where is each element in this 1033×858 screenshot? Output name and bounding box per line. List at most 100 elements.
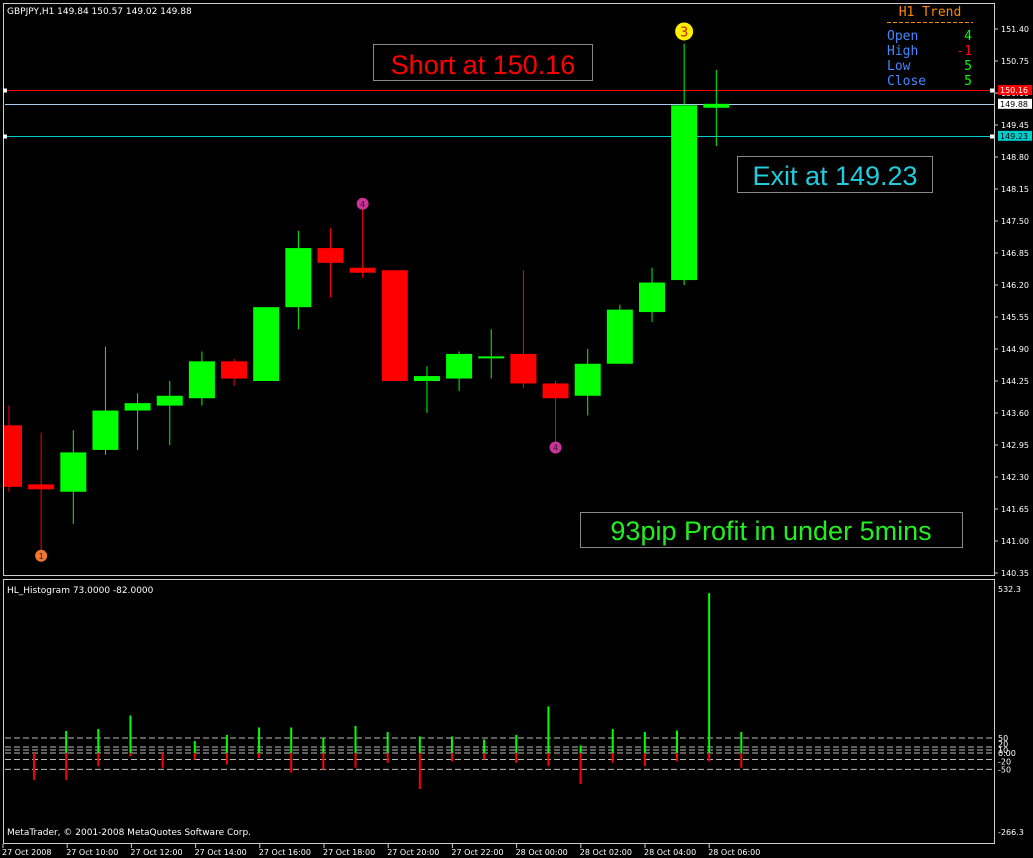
price-tick-label: 141.65 xyxy=(1001,505,1029,514)
price-tick-label: 141.00 xyxy=(1001,537,1029,546)
price-tick-label: 148.80 xyxy=(1001,153,1029,162)
short-price-tag xyxy=(998,85,1032,96)
short-level-handle-right[interactable] xyxy=(990,88,994,93)
signal-marker-label: 3 xyxy=(680,25,688,40)
histogram-tick-label: 0.00 xyxy=(998,749,1016,758)
price-tick-label: 146.20 xyxy=(1001,281,1029,290)
time-tick-label: 28 Oct 06:00 xyxy=(708,848,760,857)
symbol-header: GBPJPY,H1 149.84 150.57 149.02 149.88 xyxy=(7,7,192,17)
trend-row-value: 4 xyxy=(964,29,972,44)
time-tick-label: 27 Oct 18:00 xyxy=(323,848,375,857)
exit-annotation-box xyxy=(737,156,933,193)
short-annotation: Short at 150.16 xyxy=(391,50,576,80)
trend-row-value: -1 xyxy=(956,44,972,59)
price-tick-label: 147.50 xyxy=(1001,217,1029,226)
candle xyxy=(413,366,440,413)
candle xyxy=(92,346,119,455)
histogram-tick-label: -20 xyxy=(998,758,1011,767)
candle xyxy=(478,329,505,379)
candle-body xyxy=(478,356,505,359)
candle xyxy=(124,393,151,450)
candle xyxy=(639,267,665,322)
time-tick-label: 27 Oct 16:00 xyxy=(259,848,311,857)
signal-marker xyxy=(675,22,694,41)
trend-row-value: 5 xyxy=(964,74,972,89)
price-tick-label: 143.60 xyxy=(1001,409,1029,418)
time-tick-label: 28 Oct 04:00 xyxy=(644,848,696,857)
histogram-tick-label: 532.3 xyxy=(998,585,1021,594)
candle-body xyxy=(156,395,183,406)
price-tick-label: 142.30 xyxy=(1001,473,1029,482)
candle xyxy=(446,351,473,391)
candle xyxy=(317,228,344,298)
trend-row-label: High xyxy=(887,44,918,59)
profit-annotation-box xyxy=(580,512,963,548)
candle-body xyxy=(188,361,215,399)
candle xyxy=(156,381,183,445)
price-tick-label: 150.75 xyxy=(1001,57,1029,66)
candle xyxy=(703,69,730,147)
trend-row-label: Close xyxy=(887,74,926,89)
price-panel-frame xyxy=(3,3,995,576)
price-tick-label: 144.25 xyxy=(1001,377,1029,386)
exit-annotation: Exit at 149.23 xyxy=(752,161,917,191)
time-tick-label: 27 Oct 22:00 xyxy=(451,848,503,857)
candle xyxy=(60,430,87,524)
candle xyxy=(574,349,601,416)
candle-body xyxy=(542,383,569,399)
candle-body xyxy=(253,307,280,381)
exit-level-handle[interactable] xyxy=(3,134,7,139)
candle-body xyxy=(221,361,248,379)
candle-body xyxy=(606,309,633,364)
candle-body xyxy=(349,267,376,273)
candle xyxy=(285,230,312,330)
candle-body xyxy=(317,248,344,263)
trend-box: H1 Trend Open 4 High -1 Low 5 Close 5 xyxy=(887,5,973,89)
signal-marker xyxy=(356,197,369,210)
exit-price-tag xyxy=(998,130,1032,141)
indicator-panel-frame xyxy=(3,579,995,844)
candle-body xyxy=(639,282,665,313)
histogram-tick-label: 20 xyxy=(998,740,1008,749)
candle xyxy=(253,307,280,381)
histogram-tick-label: 50 xyxy=(998,734,1008,743)
exit-price-tag-label: 149.23 xyxy=(1000,132,1028,141)
candle xyxy=(4,405,22,492)
copyright-text: MetaTrader, © 2001-2008 MetaQuotes Softw… xyxy=(7,828,251,838)
candle-body xyxy=(28,484,55,490)
price-tick-label: 148.15 xyxy=(1001,185,1029,194)
candle-body xyxy=(446,353,473,379)
exit-level-handle-right[interactable] xyxy=(990,134,994,139)
histogram-tick-label: -50 xyxy=(998,765,1011,774)
candle-body xyxy=(124,403,151,411)
candle-body xyxy=(671,105,698,281)
current-price-tag-label: 149.88 xyxy=(1000,100,1028,109)
candle-body xyxy=(510,353,537,384)
indicator-title: HL_Histogram 73.0000 -82.0000 xyxy=(7,586,154,596)
trend-row-label: Open xyxy=(887,29,918,44)
trend-title: H1 Trend xyxy=(899,5,962,20)
price-tick-label: 151.40 xyxy=(1001,25,1029,34)
candle-body xyxy=(413,376,440,381)
candle-body xyxy=(285,248,312,308)
trend-row-label: Low xyxy=(887,59,911,74)
price-tick-label: 144.90 xyxy=(1001,345,1029,354)
price-tick-label: 145.55 xyxy=(1001,313,1029,322)
candle xyxy=(28,432,55,561)
candle-body xyxy=(381,270,408,381)
candle-body xyxy=(4,425,22,487)
price-tick-label: 142.95 xyxy=(1001,441,1029,450)
time-tick-label: 27 Oct 10:00 xyxy=(66,848,118,857)
histogram-tick-label: 10 xyxy=(998,746,1008,755)
candle xyxy=(188,351,215,406)
short-level-handle[interactable] xyxy=(3,88,7,93)
candle xyxy=(606,304,633,364)
candle xyxy=(542,381,569,443)
candle xyxy=(510,270,537,389)
histogram-tick-label: -266.3 xyxy=(998,828,1024,837)
trend-row-value: 5 xyxy=(964,59,972,74)
price-tick-label: 146.85 xyxy=(1001,249,1029,258)
current-price-tag xyxy=(998,98,1032,109)
time-tick-label: 27 Oct 2008 xyxy=(2,848,51,857)
